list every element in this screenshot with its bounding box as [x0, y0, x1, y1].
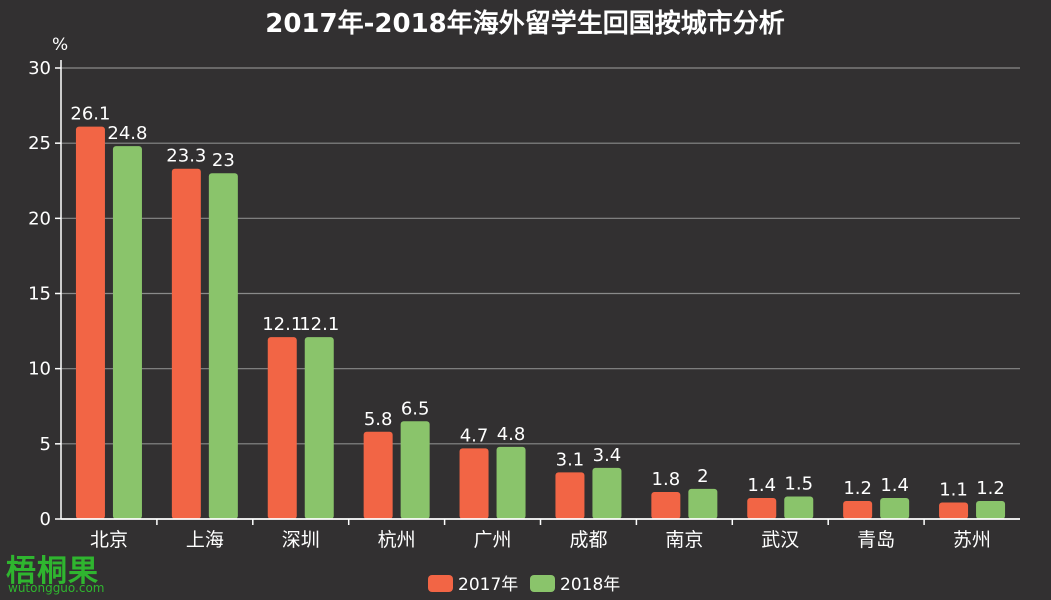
y-tick-label: 15 — [28, 284, 51, 305]
data-labels: 26.124.8 23.3 23 12.112.1 5.8 6.5 4.7 4.8 3.1 3.4… — [70, 104, 1004, 501]
data-label: 3.1 — [556, 449, 585, 470]
y-tick-label: 20 — [28, 208, 51, 229]
data-label: 5.8 — [364, 409, 393, 430]
bar-2017 — [171, 168, 201, 519]
x-category-label: 武汉 — [761, 529, 799, 551]
gridlines — [61, 67, 1020, 445]
bars — [75, 126, 1006, 519]
data-label: 24.8 — [107, 123, 147, 144]
bar-2018 — [688, 488, 718, 519]
bar-2017 — [267, 337, 297, 519]
bar-2018 — [304, 337, 334, 519]
bar-2017 — [939, 502, 969, 519]
data-label: 12.1 — [262, 314, 302, 335]
data-label: 1.4 — [880, 475, 909, 496]
bar-2018 — [592, 467, 622, 519]
bar-2018 — [400, 421, 430, 519]
y-tick-label: 0 — [40, 509, 51, 530]
bar-2018 — [112, 146, 142, 519]
data-label: 23.3 — [166, 146, 206, 167]
data-label: 1.2 — [976, 478, 1005, 499]
bar-2017 — [555, 472, 585, 519]
x-category-label: 青岛 — [857, 529, 895, 551]
data-label: 12.1 — [299, 314, 339, 335]
data-label: 23 — [212, 150, 235, 171]
y-axis-unit: % — [52, 35, 68, 55]
bar-2018 — [496, 446, 526, 519]
chart-title: 2017年-2018年海外留学生回国按城市分析 — [265, 8, 785, 39]
data-label: 1.5 — [784, 473, 813, 494]
watermark-site: wutongguo.com — [8, 581, 105, 595]
data-label: 4.7 — [460, 425, 489, 446]
legend[interactable]: 2017年 2018年 — [428, 575, 620, 595]
data-label: 1.2 — [843, 478, 872, 499]
y-tick-label: 10 — [28, 359, 51, 380]
legend-label[interactable]: 2018年 — [560, 575, 620, 595]
data-label: 1.1 — [939, 479, 968, 500]
x-category-label: 成都 — [569, 529, 607, 551]
x-category-label: 杭州 — [378, 529, 416, 551]
bar-2017 — [843, 500, 873, 519]
x-axis: 北京 上海 深圳 杭州 广州 成都 南京 武汉 青岛 苏州 — [61, 518, 1020, 551]
data-label: 1.4 — [747, 475, 776, 496]
legend-swatch[interactable] — [530, 575, 555, 592]
bar-2017 — [363, 431, 393, 519]
x-category-label: 北京 — [90, 529, 128, 551]
watermark-logo: 梧桐果 — [6, 554, 99, 589]
x-category-label: 深圳 — [282, 529, 320, 551]
legend-label[interactable]: 2017年 — [458, 575, 518, 595]
x-category-label: 广州 — [474, 529, 512, 551]
x-category-label: 苏州 — [953, 529, 991, 551]
bar-2017 — [651, 491, 681, 519]
data-label: 3.4 — [593, 445, 622, 466]
x-category-label: 上海 — [186, 529, 224, 551]
data-label: 4.8 — [497, 424, 526, 445]
bar-2018 — [208, 173, 238, 519]
y-tick-label: 30 — [28, 58, 51, 79]
bar-2017 — [747, 497, 777, 519]
x-category-label: 南京 — [665, 529, 703, 551]
bar-2017 — [459, 448, 489, 519]
legend-swatch[interactable] — [428, 575, 453, 592]
data-label: 1.8 — [652, 469, 681, 490]
data-label: 2 — [697, 466, 708, 487]
bar-2018 — [784, 496, 814, 519]
bar-2018 — [880, 497, 910, 519]
y-tick-label: 5 — [40, 434, 51, 455]
bar-2017 — [75, 126, 105, 519]
y-axis-ticks: 0 5 10 15 20 25 30 — [28, 58, 62, 530]
bar-2018 — [976, 500, 1006, 519]
data-label: 6.5 — [401, 398, 430, 419]
data-label: 26.1 — [70, 104, 110, 125]
y-tick-label: 25 — [28, 133, 51, 154]
